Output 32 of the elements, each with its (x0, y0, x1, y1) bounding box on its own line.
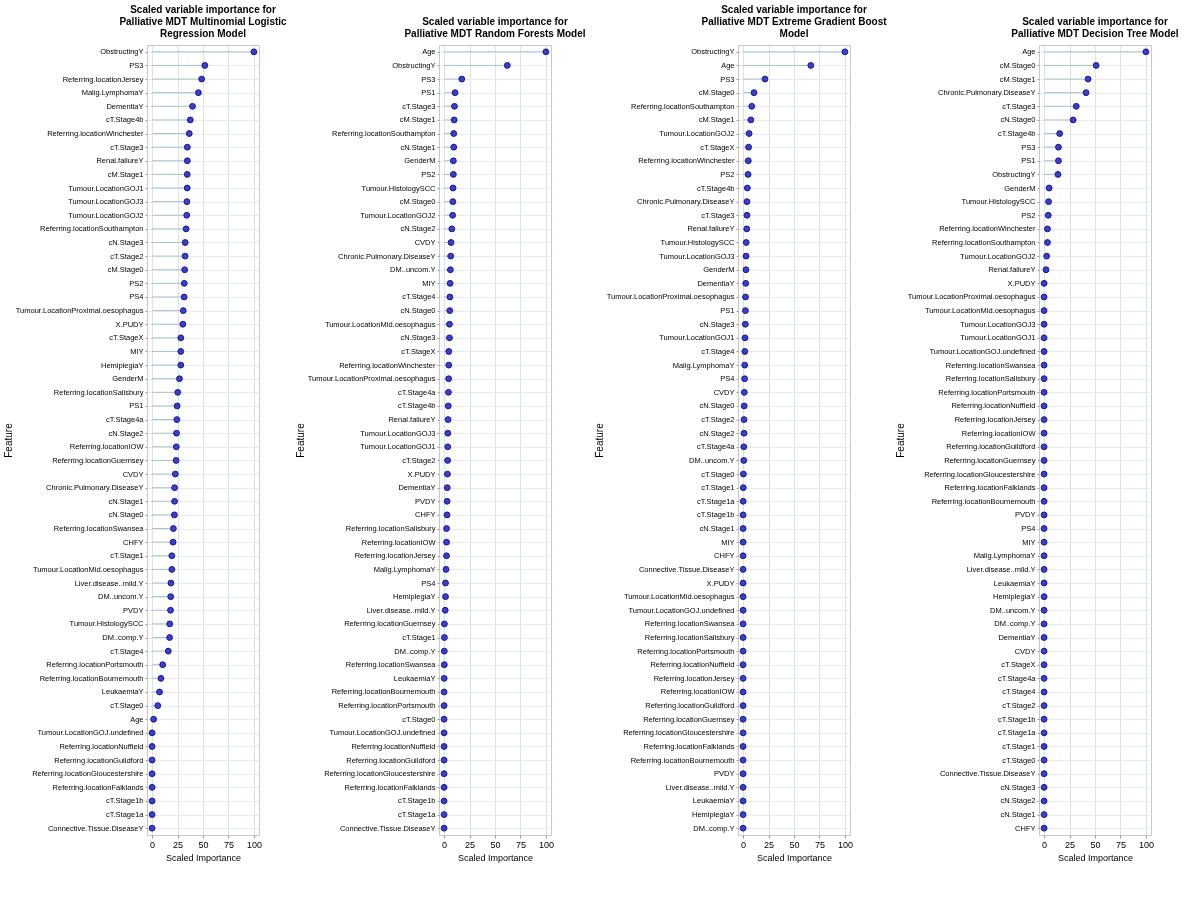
chart-title: Scaled variable importance for Palliative MDT Random Forests Model (404, 16, 586, 39)
x-tick-label: 100 (837, 839, 853, 850)
x-tick-label: 0 (741, 839, 747, 850)
x-tick-label: 100 (1138, 839, 1154, 850)
x-axis-title: Scaled Importance (457, 852, 534, 863)
chart-title: Scaled variable importance for Palliative MDT Multinomial Logistic Regression Model (119, 4, 288, 39)
y-axis-title: Feature (894, 422, 906, 458)
x-tick-label: 0 (150, 839, 156, 850)
x-tick-label: 100 (538, 839, 554, 850)
x-tick-label: 100 (246, 839, 262, 850)
x-tick-label: 50 (490, 839, 501, 850)
y-axis-title: Feature (2, 422, 14, 458)
x-tick-label: 75 (1115, 839, 1126, 850)
x-tick-label: 25 (173, 839, 184, 850)
x-tick-label: 50 (789, 839, 800, 850)
chart-title: Scaled variable importance for Palliative MDT Decision Tree Model (1011, 16, 1179, 39)
x-tick-label: 25 (465, 839, 476, 850)
x-tick-label: 75 (223, 839, 234, 850)
x-tick-label: 25 (764, 839, 775, 850)
chart-title: Scaled variable importance for Palliative MDT Extreme Gradient Boost Model (701, 4, 888, 39)
x-axis-title: Scaled Importance (756, 852, 833, 863)
x-axis-title: Scaled Importance (1057, 852, 1134, 863)
x-tick-label: 0 (442, 839, 448, 850)
x-tick-label: 50 (198, 839, 209, 850)
y-axis-title: Feature (294, 422, 306, 458)
x-tick-label: 75 (814, 839, 825, 850)
x-tick-label: 75 (515, 839, 526, 850)
x-tick-label: 0 (1042, 839, 1048, 850)
x-tick-label: 25 (1065, 839, 1076, 850)
x-axis-title: Scaled Importance (165, 852, 242, 863)
y-axis-title: Feature (593, 422, 605, 458)
x-tick-label: 50 (1090, 839, 1101, 850)
